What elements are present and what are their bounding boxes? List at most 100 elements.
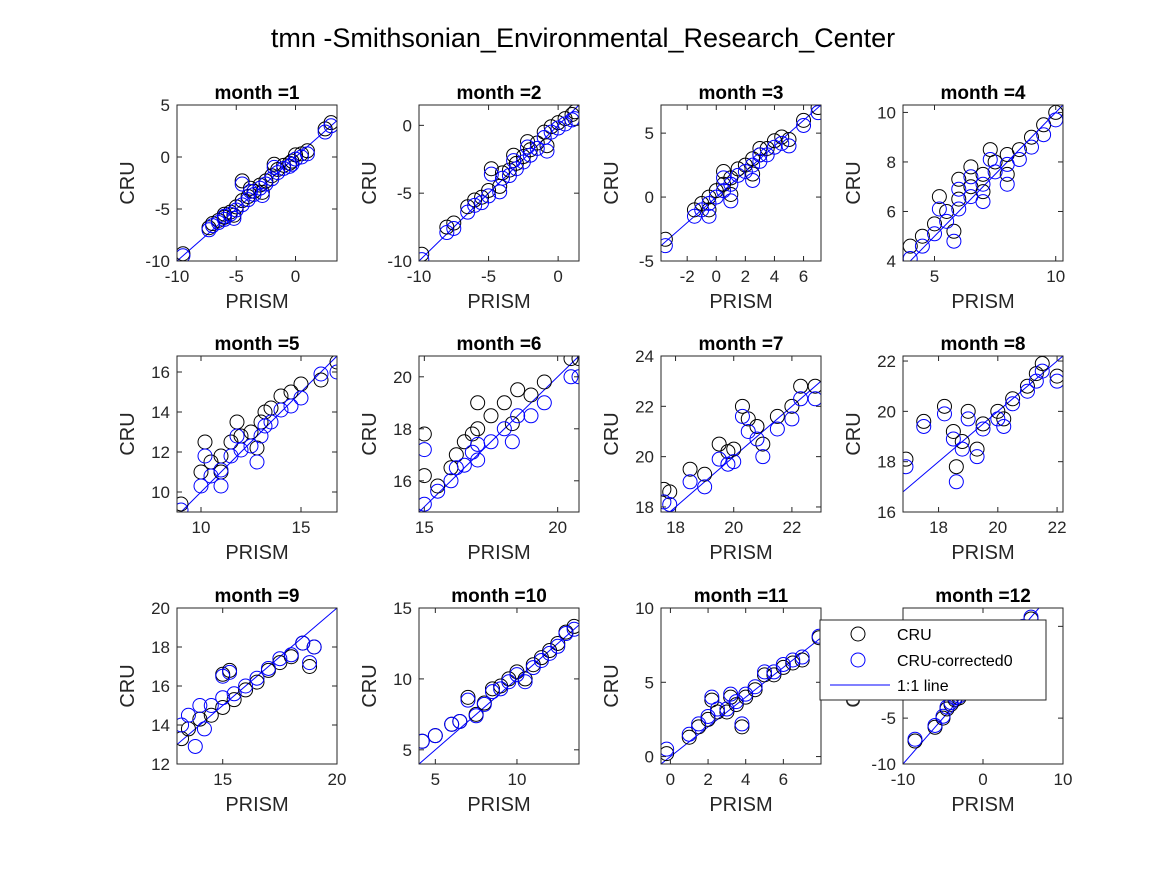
cru-point (484, 681, 500, 697)
x-axis-label: PRISM (467, 291, 530, 313)
cru-point (810, 105, 821, 116)
corrected-point (263, 414, 279, 430)
corrected-point (419, 252, 430, 261)
cru-point (323, 115, 337, 131)
corrected-point (1005, 396, 1021, 412)
x-tick-label: 15 (213, 770, 232, 789)
axes-box (418, 104, 580, 262)
panel-month-9: 15 20 12 14 16 18 20 month =9 PRISM CRU (117, 586, 346, 816)
corrected-point (476, 696, 492, 712)
legend-marker-corrected (850, 652, 866, 668)
cru-point (781, 132, 797, 148)
cru-point (939, 203, 955, 219)
cru-point (793, 378, 809, 394)
corrected-point (711, 451, 727, 467)
cru-point (700, 711, 716, 727)
panel-title: month =3 (699, 83, 784, 104)
corrected-point (272, 651, 288, 667)
cru-point (1049, 368, 1063, 384)
corrected-point (951, 201, 967, 217)
y-tick-label: 12 (151, 755, 170, 774)
corrected-point (543, 124, 559, 140)
x-axis-label: PRISM (709, 794, 772, 816)
cru-point (796, 112, 812, 128)
y-axis-label: CRU (117, 664, 139, 707)
cru-point (661, 746, 675, 762)
cru-point (1011, 142, 1027, 158)
panel-title: month =1 (215, 83, 300, 104)
corrected-point (766, 139, 782, 155)
y-axis-label: CRU (601, 664, 623, 707)
corrected-point (550, 638, 566, 654)
corrected-point (903, 459, 914, 475)
series-cru-corrected (661, 105, 821, 254)
x-tick-label: 4 (770, 267, 779, 286)
panel-month-4: 5 10 4 6 8 10 month =4 PRISM CRU (843, 83, 1065, 313)
corrected-point (719, 701, 735, 717)
corrected-point (740, 423, 756, 439)
y-tick-label: 10 (151, 483, 170, 502)
x-tick-label: 10 (192, 518, 211, 537)
cru-point (419, 426, 432, 442)
corrected-point (794, 649, 810, 665)
corrected-point (456, 457, 472, 473)
corrected-point (192, 698, 208, 713)
y-tick-label: -10 (145, 252, 170, 271)
cru-point (951, 191, 967, 207)
x-tick-label: 10 (1054, 770, 1073, 789)
x-axis-label: PRISM (951, 542, 1014, 564)
y-tick-label: 5 (161, 96, 170, 115)
cru-point (483, 161, 499, 177)
corrected-point (914, 238, 930, 254)
cru-point (691, 719, 707, 735)
y-tick-label: 5 (403, 741, 412, 760)
plot-area (177, 105, 337, 261)
corrected-point (1049, 373, 1063, 389)
cru-point (807, 378, 821, 394)
corrected-point (682, 474, 698, 490)
cru-point (419, 246, 430, 261)
cru-point (990, 403, 1006, 419)
y-tick-label: 0 (645, 188, 654, 207)
cru-point (682, 461, 698, 477)
y-axis-label: CRU (359, 161, 381, 204)
cru-point (697, 466, 713, 482)
corrected-point (564, 112, 579, 128)
x-tick-label: 15 (292, 518, 311, 537)
y-axis-label: CRU (359, 664, 381, 707)
corrected-point (745, 157, 761, 173)
corrected-point (177, 502, 189, 512)
corrected-point (481, 188, 497, 204)
corrected-point (313, 366, 329, 382)
y-tick-label: 16 (393, 472, 412, 491)
cru-point (496, 395, 512, 411)
x-tick-label: 20 (548, 518, 567, 537)
corrected-point (975, 176, 991, 192)
corrected-point (529, 140, 545, 156)
x-tick-label: -2 (680, 267, 695, 286)
cru-point (439, 219, 455, 235)
y-tick-label: 8 (887, 153, 896, 172)
x-axis-label: PRISM (709, 542, 772, 564)
corrected-point (177, 248, 191, 261)
corrected-point (419, 442, 432, 458)
corrected-point (975, 194, 991, 210)
corrected-point (982, 151, 998, 167)
corrected-point (228, 202, 244, 218)
cru-point (757, 667, 773, 683)
y-tick-label: 20 (877, 402, 896, 421)
x-axis-label: PRISM (225, 542, 288, 564)
corrected-point (1036, 127, 1052, 143)
corrected-point (504, 434, 520, 450)
corrected-point (1023, 139, 1039, 155)
corrected-point (517, 674, 533, 690)
x-tick-label: 18 (666, 518, 685, 537)
panel-title: month =7 (699, 334, 784, 355)
x-axis-label: PRISM (951, 794, 1014, 816)
cru-point (723, 187, 739, 203)
corrected-point (468, 708, 484, 724)
legend: CRU CRU-corrected0 1:1 line (819, 619, 1047, 701)
cru-point (550, 635, 566, 651)
x-axis-label: PRISM (225, 291, 288, 313)
y-tick-label: 16 (151, 363, 170, 382)
